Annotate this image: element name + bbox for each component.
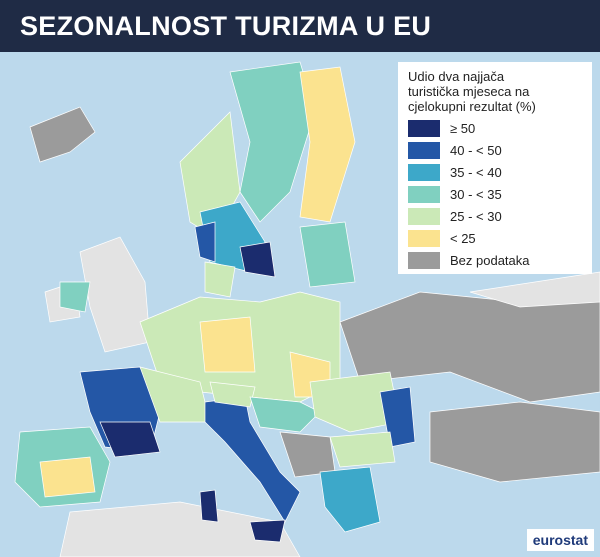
legend-swatch	[408, 230, 440, 247]
legend-swatch	[408, 208, 440, 225]
legend-label: 35 - < 40	[450, 165, 502, 180]
source-logo: eurostat	[526, 529, 594, 551]
legend-swatch	[408, 252, 440, 269]
legend-swatch	[408, 164, 440, 181]
legend-title-line: turistička mjeseca na	[408, 84, 530, 99]
legend-swatch	[408, 186, 440, 203]
legend-title-line: Udio dva najjača	[408, 69, 505, 84]
legend-label: Bez podataka	[450, 253, 530, 268]
base-map	[14, 61, 600, 557]
legend: Udio dva najjača turistička mjeseca na cje…	[398, 62, 592, 274]
legend-label: 40 - < 50	[450, 143, 502, 158]
legend-label: 25 - < 30	[450, 209, 502, 224]
map	[14, 61, 600, 557]
legend-title: Udio dva najjača turistička mjeseca na cje…	[408, 69, 592, 114]
title: SEZONALNOST TURIZMA U EU	[20, 11, 432, 41]
legend-label: 30 - < 35	[450, 187, 502, 202]
legend-title-line: cjelokupni rezultat (%)	[408, 99, 536, 114]
title-bar: SEZONALNOST TURIZMA U EU	[0, 0, 600, 52]
legend-label: < 25	[450, 231, 476, 246]
legend-swatch	[408, 120, 440, 137]
legend-swatch	[408, 142, 440, 159]
legend-label: ≥ 50	[450, 121, 476, 136]
